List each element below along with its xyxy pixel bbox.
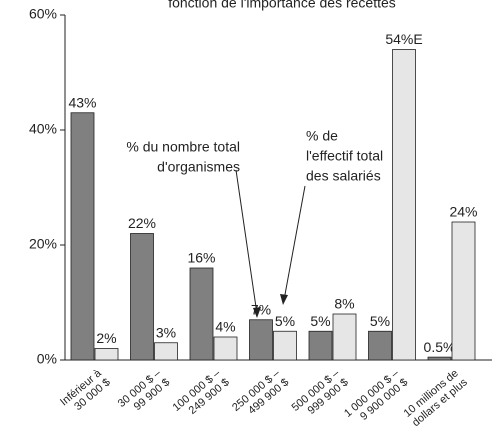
bar (368, 330, 392, 361)
bar (94, 348, 119, 361)
bar (427, 356, 452, 361)
y-tick-label: 40% (29, 121, 57, 137)
y-tick-label: 60% (29, 6, 57, 22)
value-label: 8% (334, 296, 354, 312)
bar (189, 267, 214, 361)
bar (308, 330, 333, 361)
bar (392, 49, 416, 361)
value-label: 24% (449, 204, 477, 220)
value-label: 5% (370, 313, 390, 329)
y-tick-label: 0% (37, 351, 57, 367)
legend-label: l'effectif total (306, 148, 383, 164)
legend-label: d'organismes (157, 159, 240, 175)
arrow (283, 185, 306, 301)
bar (332, 313, 357, 361)
value-label: 43% (68, 94, 96, 110)
legend-label: % du nombre total (126, 139, 240, 155)
bar (213, 336, 238, 361)
legend-label: des salariés (306, 168, 381, 184)
value-label: 5% (310, 313, 330, 329)
bar (273, 330, 297, 361)
arrow-head (280, 294, 288, 305)
value-label: 2% (96, 330, 116, 346)
chart-title: fonction de l'importance des recettes (168, 0, 396, 11)
bar (154, 342, 178, 361)
arrow-head (253, 307, 261, 318)
arrow (235, 169, 258, 315)
value-label: 4% (215, 319, 235, 335)
value-label: 7% (251, 301, 271, 317)
value-label: 54%E (385, 31, 422, 47)
y-tick-label: 20% (29, 236, 57, 252)
value-label: 3% (156, 324, 176, 340)
bar (249, 319, 273, 361)
value-label: 0.5% (424, 339, 456, 355)
legend-label: % de (306, 128, 338, 144)
bar (130, 233, 154, 361)
value-label: 22% (128, 215, 156, 231)
bar (70, 112, 95, 361)
bar (451, 221, 476, 361)
value-label: 16% (187, 250, 215, 266)
value-label: 5% (275, 313, 295, 329)
